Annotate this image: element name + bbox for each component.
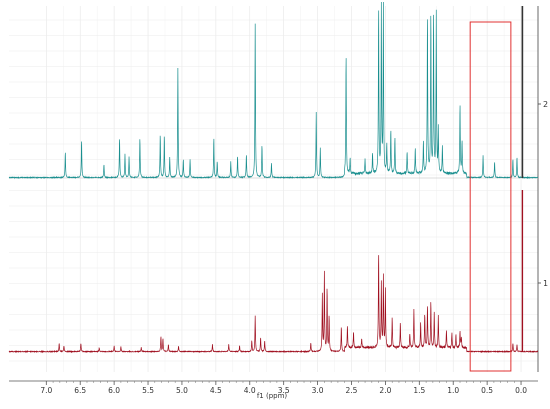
spectrum-trace-1 bbox=[8, 255, 539, 354]
spectrum-trace-2 bbox=[8, 1, 539, 180]
x-tick-label: 6.5 bbox=[74, 386, 86, 395]
x-tick-label: 7.0 bbox=[40, 386, 52, 395]
plot-frame bbox=[9, 6, 539, 372]
spectrum-traces bbox=[8, 1, 539, 354]
x-tick-label: 3.5 bbox=[278, 386, 290, 395]
highlight-box bbox=[469, 21, 512, 372]
x-tick-label: 4.5 bbox=[210, 386, 222, 395]
x-tick-label: 0.0 bbox=[515, 386, 527, 395]
x-tick-label: 1.0 bbox=[447, 386, 459, 395]
x-tick-label: 0.5 bbox=[481, 386, 493, 395]
x-tick-label: 3.0 bbox=[312, 386, 324, 395]
grid-lines bbox=[9, 6, 538, 372]
x-tick-label: 2.0 bbox=[379, 386, 391, 395]
x-tick-label: 5.5 bbox=[142, 386, 154, 395]
series-label-2: 2 bbox=[543, 100, 548, 109]
series-label-1: 1 bbox=[543, 279, 548, 288]
highlight-region bbox=[469, 21, 512, 372]
x-axis-label: f1 (ppm) bbox=[257, 392, 288, 400]
x-tick-label: 2.5 bbox=[346, 386, 358, 395]
x-axis: 7.0 6.5 6.0 5.5 5.0 4.5 4.0 3.5 3.0 2.5 2.0 1.5 1.0 0… bbox=[9, 380, 538, 395]
x-tick-label: 1.5 bbox=[413, 386, 425, 395]
x-tick-label: 5.0 bbox=[176, 386, 188, 395]
x-tick-label: 4.0 bbox=[244, 386, 256, 395]
series-labels: 21 bbox=[538, 100, 548, 288]
x-tick-label: 6.0 bbox=[108, 386, 120, 395]
